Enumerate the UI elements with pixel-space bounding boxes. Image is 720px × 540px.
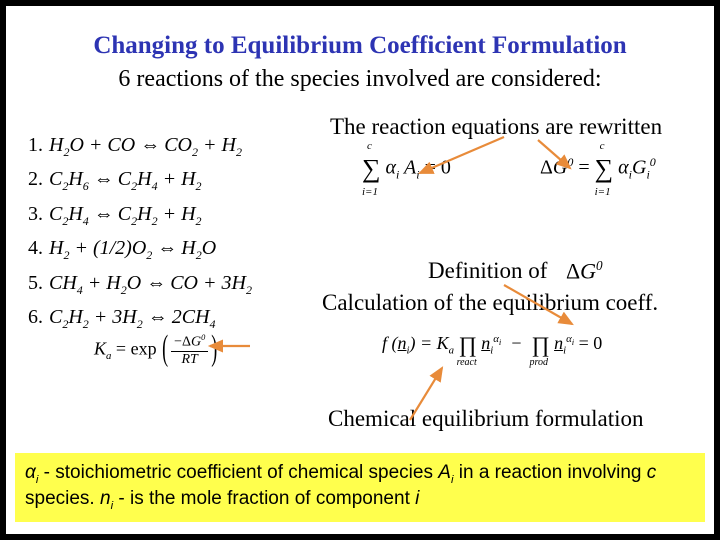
- sum-equation: ∑ci=1 αi Ai = 0: [362, 154, 451, 184]
- chemical-eq-label: Chemical equilibrium formulation: [328, 406, 644, 432]
- sigma-symbol: ∑ci=1: [362, 154, 381, 184]
- slide-frame: Changing to Equilibrium Coefficient Form…: [0, 0, 720, 540]
- reaction-row: 3.C2H4 ⇔ C2H2 + H2: [28, 197, 252, 231]
- reaction-row: 5.CH4 + H2O ⇔ CO + 3H2: [28, 266, 252, 300]
- reaction-row: 6.C2H2 + 3H2 ⇔ 2CH4: [28, 300, 252, 334]
- reaction-row: 4.H2 + (1/2)O2 ⇔ H2O: [28, 231, 252, 265]
- deltag-zero-symbol: ΔG0: [566, 258, 603, 284]
- calculation-label: Calculation of the equilibrium coeff.: [322, 290, 658, 316]
- slide-subtitle: 6 reactions of the species involved are …: [6, 66, 714, 93]
- deltag-equation: ΔΔGG0 = ∑ci=1 αiGi0: [540, 154, 656, 184]
- product-symbol: ∏react: [459, 332, 477, 358]
- slide-title: Changing to Equilibrium Coefficient Form…: [6, 32, 714, 60]
- ka-equation: Ka = exp (−ΔG0RT): [94, 334, 218, 367]
- reaction-list: 1.H2O + CO ⇔ CO2 + H2 2.C2H6 ⇔ C2H4 + H2…: [28, 128, 252, 334]
- product-symbol: ∏prod: [531, 332, 549, 358]
- reaction-row: 2.C2H6 ⇔ C2H4 + H2: [28, 162, 252, 196]
- definition-label: Definition of: [428, 258, 547, 284]
- fn-equation: f (ni) = Ka ∏react niαi − ∏prod niαi = 0: [382, 332, 602, 358]
- rewrite-caption: The reaction equations are rewritten: [330, 114, 662, 140]
- footnote-box: αi - stoichiometric coefficient of chemi…: [15, 453, 705, 522]
- reaction-row: 1.H2O + CO ⇔ CO2 + H2: [28, 128, 252, 162]
- sigma-symbol: ∑ci=1: [595, 154, 614, 184]
